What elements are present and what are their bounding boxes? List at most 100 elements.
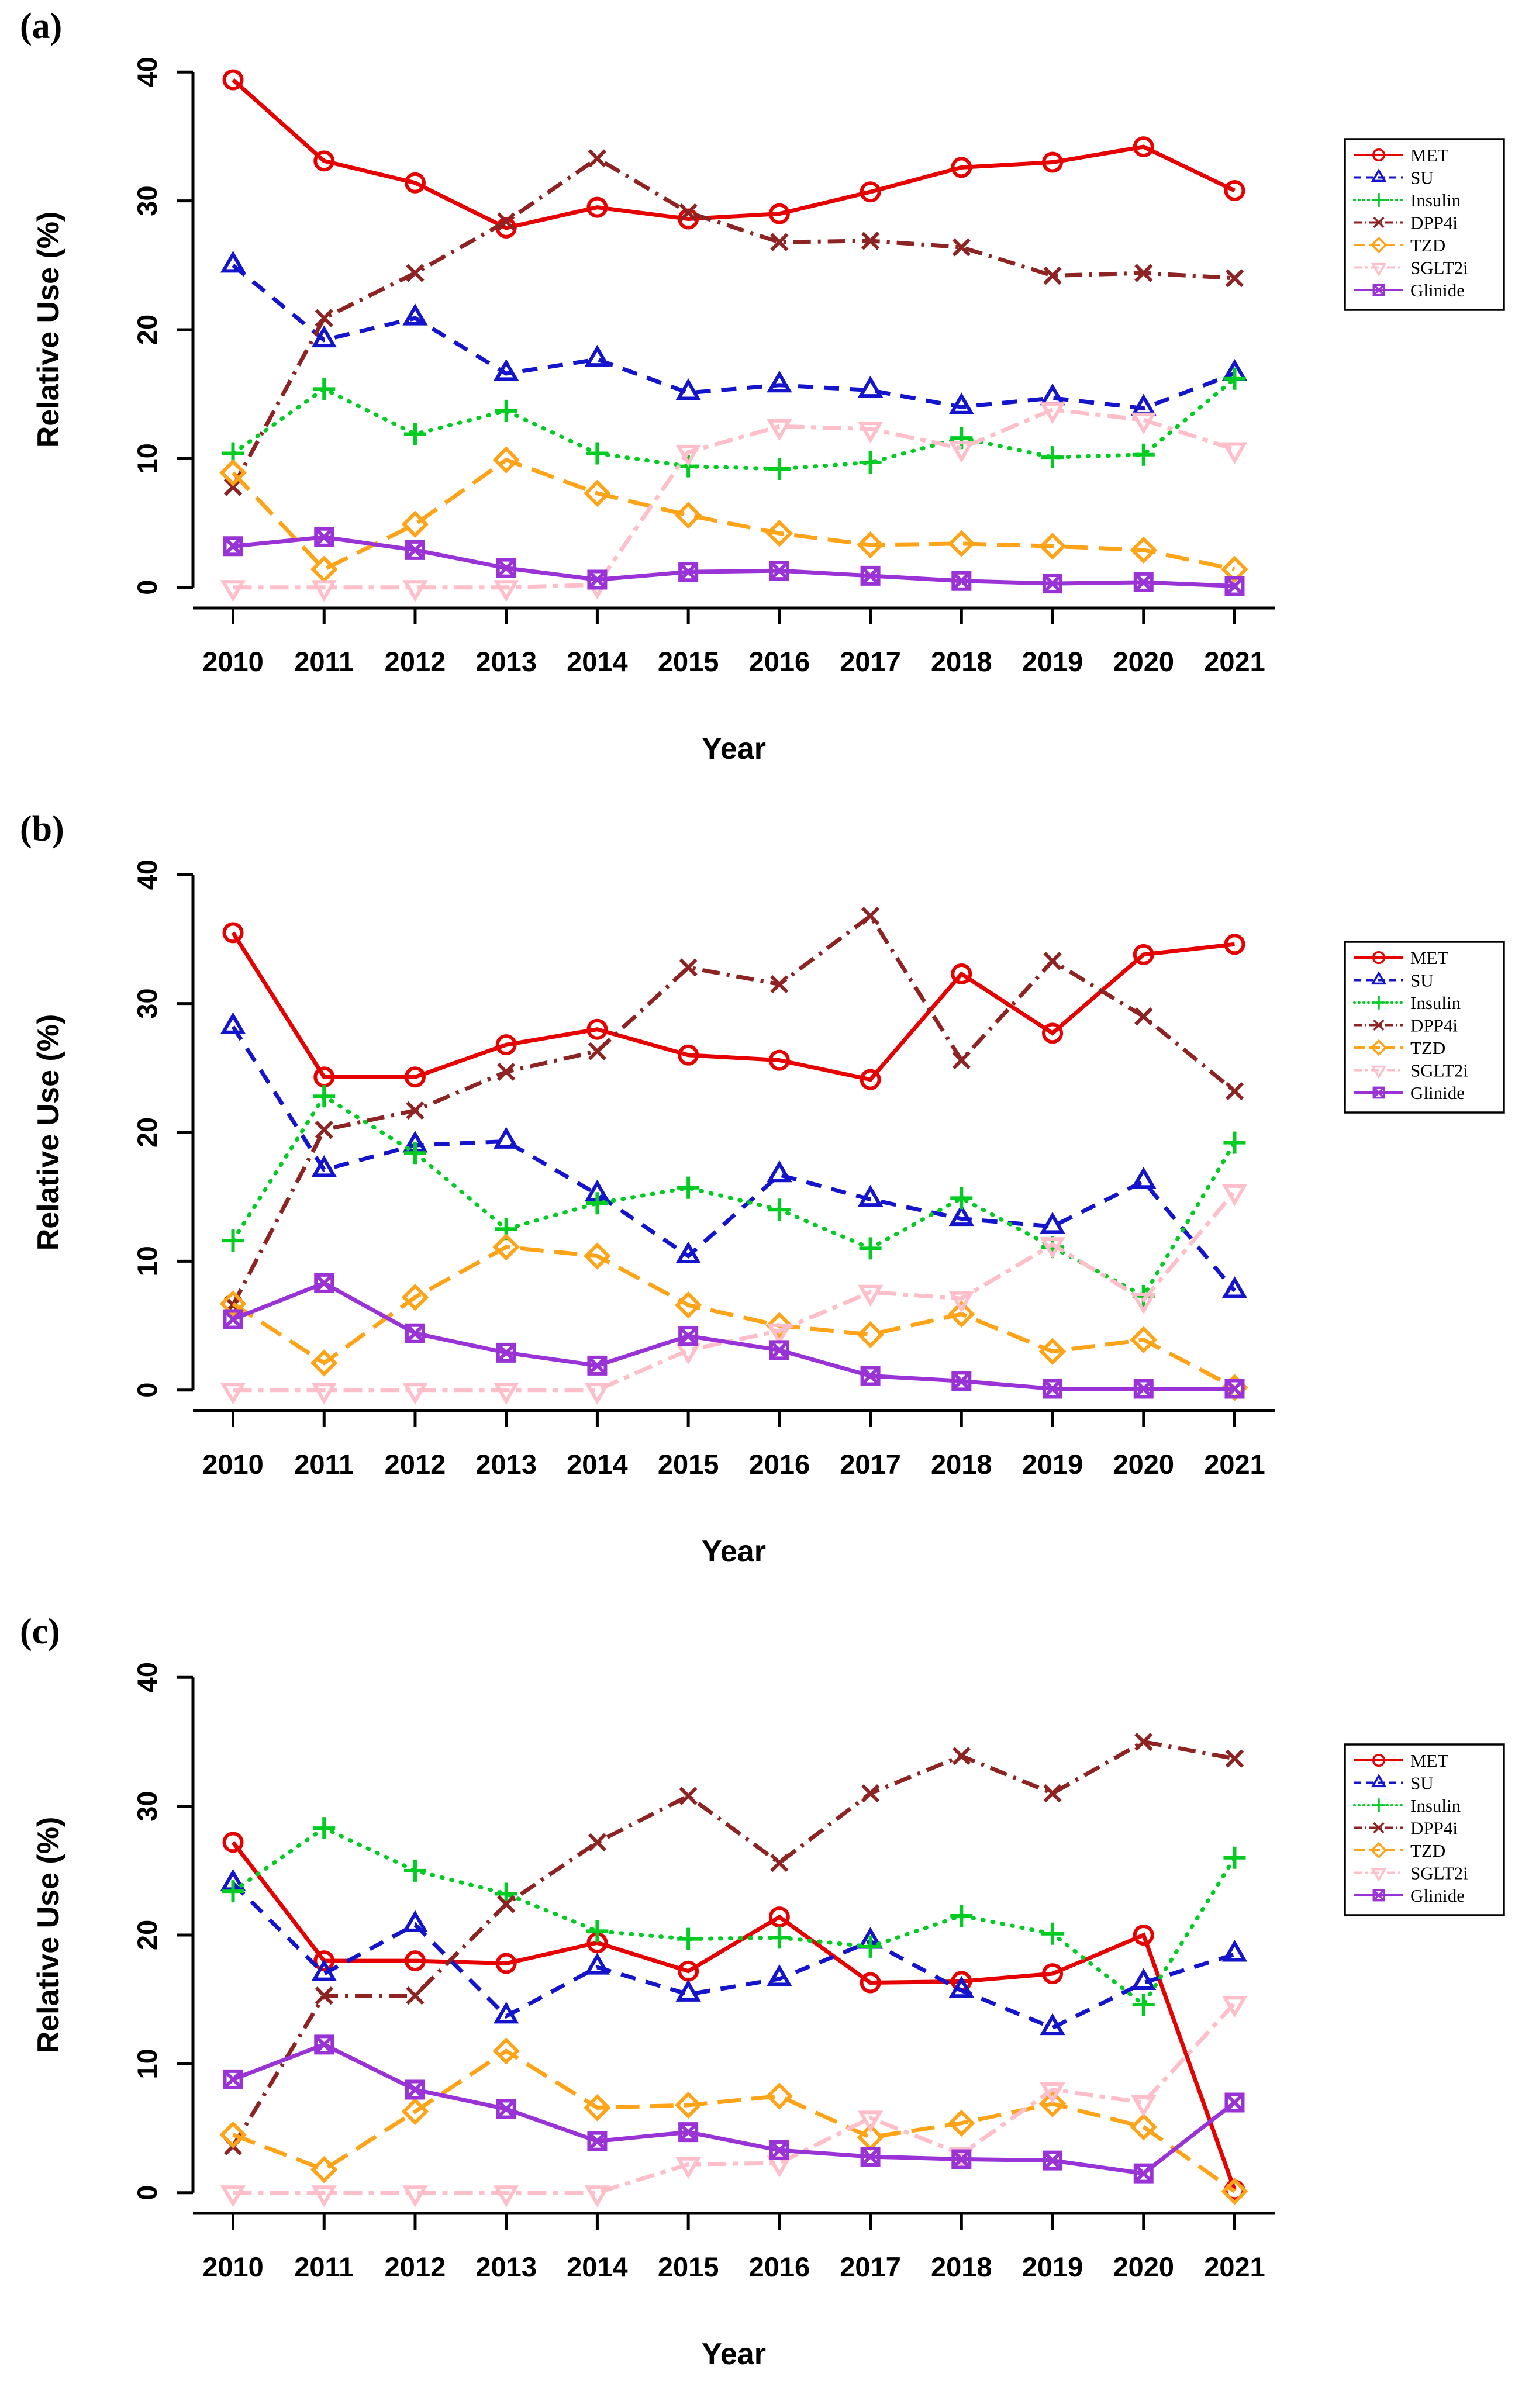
series-dpp4i-marker xyxy=(406,264,425,282)
series-tzd-marker xyxy=(1038,532,1067,560)
series-dpp4i-marker xyxy=(679,1787,698,1805)
series-insulin-marker xyxy=(1223,1131,1246,1154)
series-met-marker xyxy=(678,1044,699,1066)
series-su-marker xyxy=(220,250,246,273)
series-su-marker xyxy=(1040,2013,1065,2036)
x-tick-label: 2019 xyxy=(1022,1449,1083,1480)
series-insulin-marker xyxy=(586,442,609,465)
y-axis-title: Relative Use (%) xyxy=(32,1014,65,1251)
y-tick-label: 40 xyxy=(132,1662,163,1692)
series-glinide-marker xyxy=(1133,572,1154,592)
series-met xyxy=(222,1832,1245,2201)
series-insulin-marker xyxy=(950,1904,973,1927)
series-dpp4i-line xyxy=(231,1739,1236,2148)
legend-marker-tzd xyxy=(1370,1039,1388,1056)
series-glinide-line xyxy=(232,2042,1236,2176)
y-axis: 0 10 20 30 40 Relative Use (%) xyxy=(32,57,195,595)
series-tzd-marker xyxy=(401,2098,429,2126)
series-sglt2i-marker xyxy=(1131,2095,1157,2117)
series-met-marker xyxy=(951,157,972,178)
series-dpp4i-marker xyxy=(861,232,880,250)
series-insulin-line xyxy=(231,1826,1237,2008)
series-sglt2i-line xyxy=(233,407,1236,590)
series-tzd xyxy=(219,446,1248,583)
legend-item-insulin: Insulin xyxy=(1353,1795,1461,1816)
x-tick-label: 2020 xyxy=(1113,646,1174,677)
series-insulin-marker xyxy=(768,458,791,480)
y-tick-label: 0 xyxy=(132,580,163,595)
series-dpp4i-marker xyxy=(679,958,698,977)
series-insulin-line xyxy=(231,1093,1237,1299)
series-glinide-marker xyxy=(496,1342,516,1363)
x-tick-label: 2013 xyxy=(475,646,537,677)
y-axis-title: Relative Use (%) xyxy=(32,212,65,448)
panel-b: 0 10 20 30 40 Relative Use (%) 2010 2011 2012 201… xyxy=(0,803,1515,1605)
x-axis-title: Year xyxy=(702,732,766,766)
series-glinide xyxy=(223,1273,1245,1399)
series-su-marker xyxy=(1221,1940,1248,1962)
legend-marker-sglt2i xyxy=(1371,262,1387,277)
series-tzd-marker xyxy=(1221,555,1248,583)
series-sglt2i-marker xyxy=(948,441,975,463)
series-tzd-marker xyxy=(674,2091,702,2119)
y-tick-label: 10 xyxy=(132,443,163,474)
series-met-line xyxy=(231,931,1235,1082)
x-tick-label: 2020 xyxy=(1113,1449,1174,1480)
series-met-marker xyxy=(222,922,244,944)
y-tick-label: 20 xyxy=(132,315,163,345)
series-insulin-marker xyxy=(313,1817,336,1840)
legend-item-su: SU xyxy=(1354,1773,1434,1794)
series-sglt2i-marker xyxy=(857,422,884,444)
series-glinide-marker xyxy=(496,2099,516,2119)
y-tick-label: 30 xyxy=(132,1791,163,1821)
series-dpp4i-marker xyxy=(861,907,880,925)
series-su-marker xyxy=(493,2001,519,2024)
legend-marker-met xyxy=(1372,951,1386,965)
series-tzd-marker xyxy=(492,1233,520,1261)
series-su-marker xyxy=(675,1979,701,2002)
series-insulin-marker xyxy=(1132,443,1155,466)
legend-label-su: SU xyxy=(1410,168,1434,188)
y-axis-title: Relative Use (%) xyxy=(32,1817,65,2054)
series-su-marker xyxy=(584,344,610,367)
series-sglt2i-marker xyxy=(857,2110,884,2133)
series-dpp4i-marker xyxy=(223,478,243,496)
series-su-marker xyxy=(948,1204,975,1227)
series-glinide-marker xyxy=(951,1371,972,1391)
series-su-marker xyxy=(584,1953,610,1975)
series-glinide xyxy=(223,527,1245,596)
series-glinide-marker xyxy=(405,2079,425,2100)
series-insulin-marker xyxy=(1223,1846,1246,1869)
series-met-marker xyxy=(1133,136,1154,158)
series-sglt2i-marker xyxy=(675,444,701,467)
legend-item-tzd: TZD xyxy=(1354,235,1445,255)
series-sglt2i-marker xyxy=(1131,1292,1157,1315)
series-dpp4i-marker xyxy=(406,1101,425,1120)
series-dpp4i-marker xyxy=(1043,952,1062,970)
legend-label-dpp4i: DPP4i xyxy=(1410,1818,1458,1839)
series-glinide-line xyxy=(232,1280,1235,1391)
series-sglt2i-marker xyxy=(1221,1184,1248,1207)
series-tzd xyxy=(219,1233,1248,1401)
series-tzd-marker xyxy=(1221,2178,1248,2205)
series-dpp4i-marker xyxy=(1043,1784,1062,1803)
series-sglt2i-marker xyxy=(402,1383,428,1405)
series-insulin-marker xyxy=(313,378,336,400)
legend-item-dpp4i: DPP4i xyxy=(1354,1015,1458,1036)
series-met-marker xyxy=(1224,180,1245,201)
series-sglt2i-marker xyxy=(1040,402,1065,424)
legend-marker-tzd xyxy=(1370,236,1388,254)
series-tzd-marker xyxy=(401,510,429,538)
series-sglt2i-marker xyxy=(220,2185,246,2207)
series-su-marker xyxy=(1131,393,1157,416)
series-su xyxy=(220,1868,1248,2036)
series-glinide-marker xyxy=(496,558,516,578)
series-su-marker xyxy=(767,1160,792,1183)
y-axis: 0 10 20 30 40 Relative Use (%) xyxy=(32,859,195,1398)
series-tzd-marker xyxy=(1130,2113,1158,2141)
series-sglt2i-marker xyxy=(584,1383,610,1405)
series-dpp4i-line xyxy=(231,156,1235,488)
legend-marker-glinide xyxy=(1372,284,1385,296)
legend-label-dpp4i: DPP4i xyxy=(1410,213,1458,233)
